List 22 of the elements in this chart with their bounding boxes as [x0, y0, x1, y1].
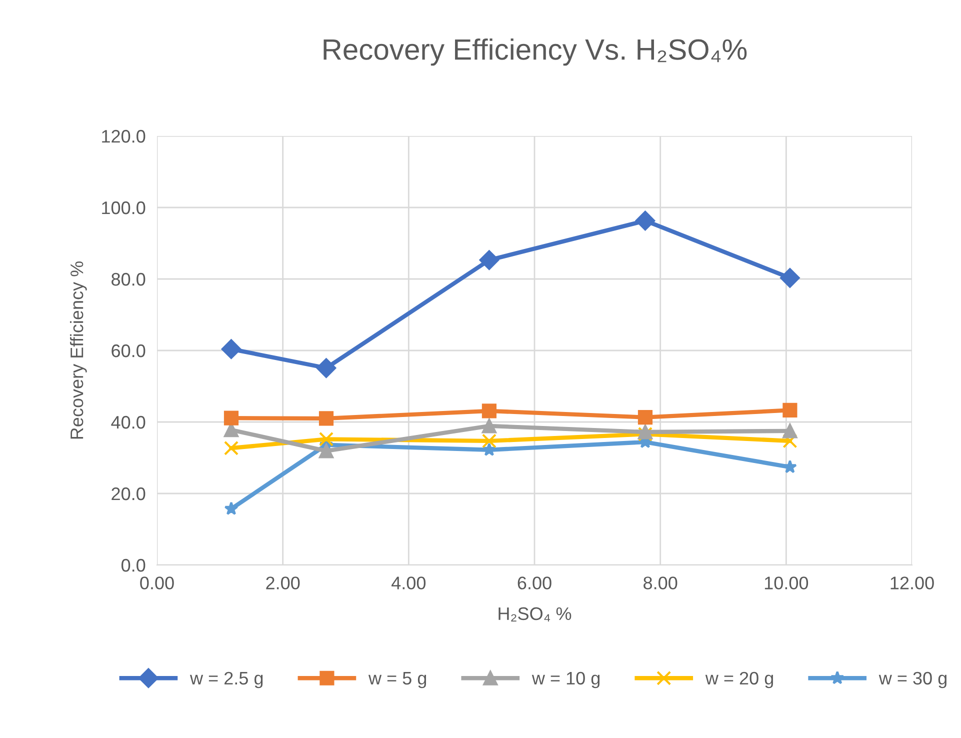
y-tick-label: 80.0 [112, 272, 146, 286]
x-tick-label: 12.00 [890, 576, 934, 590]
legend-label: w = 20 g [705, 672, 773, 688]
y-tick-label: 0.0 [121, 558, 146, 572]
chart-title: Recovery Efficiency Vs. H₂SO₄% [324, 38, 747, 66]
x-tick-label: 10.00 [764, 576, 808, 590]
legend-label: w = 2.5 g [190, 672, 263, 688]
y-tick-label: 40.0 [111, 416, 146, 429]
legend-label: w = 10 g [532, 672, 600, 688]
x-tick-label: 6.00 [518, 576, 552, 590]
y-tick-label: 20.0 [112, 487, 146, 500]
x-tick-label: 4.00 [392, 576, 426, 590]
y-tick-label: 100.0 [102, 201, 146, 214]
x-tick-label: 2.00 [266, 576, 300, 590]
x-axis-title: H₂SO₄ % [498, 607, 572, 622]
y-axis-title: Recovery Efficiency % [70, 261, 87, 439]
x-tick-label: 8.00 [644, 576, 678, 590]
x-tick-label: 0.00 [140, 576, 174, 590]
legend-label: w = 30 g [878, 672, 946, 688]
legend-label: w = 5 g [368, 672, 426, 688]
y-tick-label: 120.0 [102, 130, 146, 143]
y-tick-label: 60.0 [112, 344, 146, 358]
